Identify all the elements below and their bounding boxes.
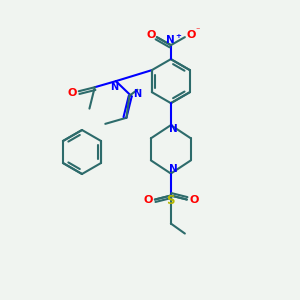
Text: O: O <box>186 30 196 40</box>
Text: N: N <box>167 35 175 45</box>
Text: +: + <box>175 33 181 39</box>
Text: N: N <box>169 164 178 173</box>
Text: N: N <box>110 82 118 92</box>
Text: ⁻: ⁻ <box>196 25 200 34</box>
Text: N: N <box>133 89 141 99</box>
Text: S: S <box>167 194 175 207</box>
Text: O: O <box>67 88 76 98</box>
Text: O: O <box>146 30 156 40</box>
Text: O: O <box>189 194 199 205</box>
Text: N: N <box>169 124 178 134</box>
Text: O: O <box>143 194 153 205</box>
